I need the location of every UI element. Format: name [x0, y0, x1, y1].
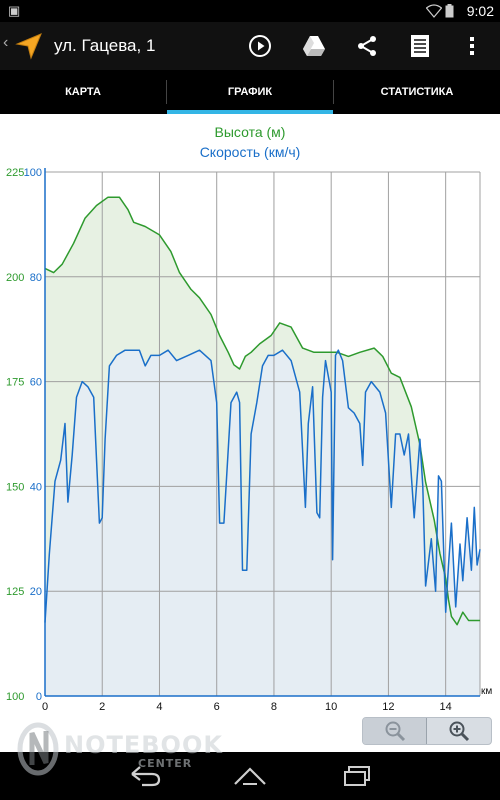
google-drive-icon	[303, 36, 325, 56]
zoom-in-button[interactable]	[427, 718, 490, 744]
zoom-out-button[interactable]	[363, 718, 426, 744]
speed-tick-label: 60	[30, 377, 42, 389]
document-icon	[411, 35, 429, 57]
back-icon[interactable]	[128, 764, 162, 788]
x-tick-label: 14	[440, 701, 452, 713]
elevation-tick-label: 175	[6, 377, 24, 389]
x-tick-label: 10	[325, 701, 337, 713]
tab-statistics-label: СТАТИСТИКА	[380, 86, 454, 98]
notebook-center-logo-icon	[17, 722, 59, 776]
speed-line	[44, 349, 481, 623]
watermark-logo: NOTEBOOK CENTER	[14, 713, 222, 783]
clock: 9:02	[466, 3, 494, 19]
elevation-tick-label: 225	[6, 167, 24, 179]
speed-tick-label: 20	[30, 586, 42, 598]
tab-map-label: КАРТА	[65, 86, 101, 98]
tab-chart[interactable]: ГРАФИК	[167, 70, 333, 114]
page-title: ул. Гацева, 1	[54, 36, 156, 55]
navigation-bar	[0, 752, 500, 800]
battery-icon	[445, 4, 454, 18]
overflow-menu-icon	[470, 37, 474, 55]
tab-bar: КАРТА ГРАФИК СТАТИСТИКА	[0, 70, 500, 114]
image-icon: ▣	[8, 3, 21, 18]
tab-statistics[interactable]: СТАТИСТИКА	[334, 70, 500, 114]
elevation-tick-label: 125	[6, 586, 24, 598]
tab-divider	[333, 80, 334, 104]
speed-tick-label: 0	[36, 691, 42, 703]
drive-button[interactable]	[300, 32, 328, 60]
x-tick-label: 0	[42, 701, 48, 713]
wifi-icon	[426, 4, 442, 18]
zoom-out-icon	[385, 721, 405, 742]
overflow-menu-button[interactable]	[458, 32, 486, 60]
share-button[interactable]	[353, 32, 381, 60]
elevation-title: Высота (м)	[214, 124, 286, 140]
navigation-arrow-icon[interactable]	[14, 31, 44, 61]
tab-chart-label: ГРАФИК	[227, 86, 273, 98]
chart-panel: Высота (м) Скорость (км/ч) 100 125 150 175 2…	[0, 114, 500, 754]
x-tick-label: 2	[99, 701, 105, 713]
action-bar: ‹ ул. Гацева, 1	[0, 22, 500, 70]
up-caret-icon[interactable]: ‹	[3, 34, 9, 51]
speed-tick-label: 40	[30, 481, 42, 493]
home-icon[interactable]	[232, 765, 268, 787]
elevation-speed-chart[interactable]: 100 125 150 175 200 225 0 20 40 60 80 100 0 2 4 6 8 10 12 1…	[0, 114, 500, 754]
speed-area	[45, 350, 480, 696]
watermark-line2: CENTER	[138, 757, 193, 770]
x-tick-label: 6	[214, 701, 220, 713]
play-button[interactable]	[246, 32, 274, 60]
x-tick-label: 4	[156, 701, 162, 713]
selected-tab-indicator	[167, 110, 333, 114]
speed-tick-label: 80	[30, 272, 42, 284]
tab-map[interactable]: КАРТА	[0, 70, 166, 114]
x-tick-label: 12	[382, 701, 394, 713]
zoom-controls	[362, 717, 492, 745]
elevation-tick-label: 100	[6, 691, 24, 703]
tab-divider	[166, 80, 167, 104]
recent-apps-icon[interactable]	[342, 765, 372, 787]
document-button[interactable]	[406, 32, 434, 60]
x-tick-label: 8	[271, 701, 277, 713]
elevation-tick-label: 150	[6, 481, 24, 493]
watermark-line1: NOTEBOOK	[64, 731, 223, 759]
speed-title: Скорость (км/ч)	[199, 144, 301, 160]
share-icon	[358, 36, 376, 56]
speed-tick-label: 100	[24, 167, 42, 179]
play-icon	[249, 35, 271, 57]
elevation-tick-label: 200	[6, 272, 24, 284]
status-bar: ▣ 9:02	[0, 0, 500, 22]
elevation-line	[44, 196, 480, 626]
zoom-in-icon	[449, 721, 469, 742]
zoom-divider	[426, 718, 427, 744]
x-axis-unit: км	[481, 686, 492, 697]
